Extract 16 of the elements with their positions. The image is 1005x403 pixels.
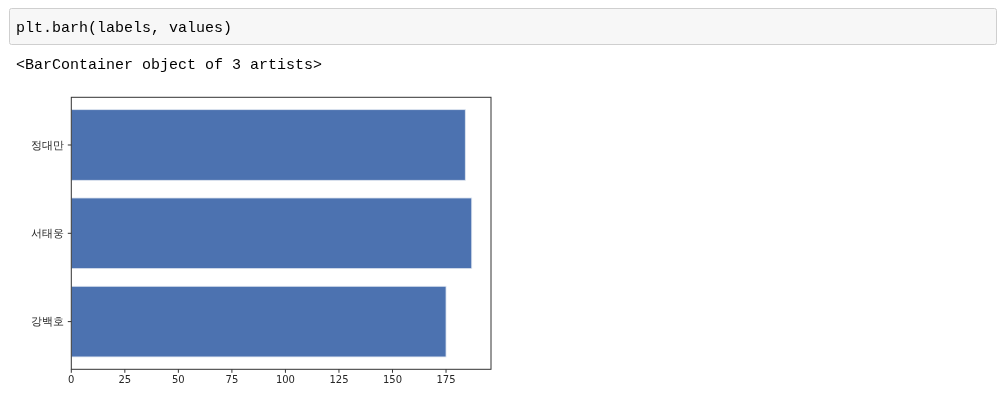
text: <BarContainer object of 3 artists> bbox=[16, 57, 323, 74]
text: plt.barh(labels, values) bbox=[16, 20, 233, 37]
x-tick-label: 175 bbox=[436, 374, 456, 386]
x-tick-label: 125 bbox=[329, 374, 349, 386]
bar bbox=[70, 197, 473, 270]
bar bbox=[70, 109, 466, 181]
y-tick-label: 서태웅 bbox=[31, 227, 65, 241]
x-tick-label: 100 bbox=[275, 374, 295, 386]
y-tick-label: 정대만 bbox=[31, 138, 65, 152]
bar bbox=[70, 285, 447, 358]
x-tick-label: 150 bbox=[382, 374, 403, 386]
x-tick-label: 25 bbox=[118, 374, 132, 386]
x-tick-label: 0 bbox=[68, 374, 75, 386]
x-tick-label: 75 bbox=[225, 374, 239, 386]
y-tick-label: 강백호 bbox=[31, 315, 65, 329]
x-tick-label: 50 bbox=[172, 374, 185, 386]
